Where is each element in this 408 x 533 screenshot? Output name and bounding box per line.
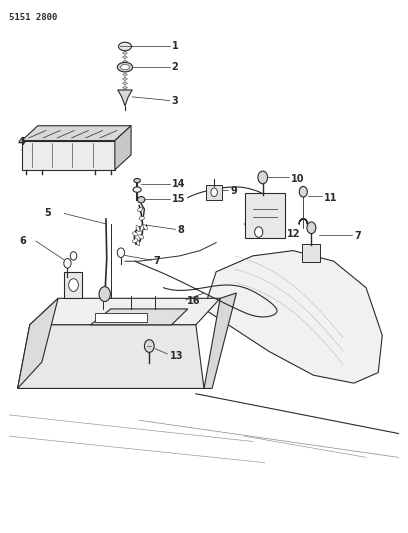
Circle shape (307, 222, 316, 233)
Text: 5: 5 (44, 208, 51, 219)
Ellipse shape (120, 64, 129, 70)
Polygon shape (122, 69, 127, 72)
Circle shape (69, 279, 78, 292)
Polygon shape (122, 64, 127, 68)
Circle shape (64, 259, 71, 268)
Polygon shape (18, 325, 204, 389)
Text: 5151 2800: 5151 2800 (9, 13, 58, 22)
Ellipse shape (134, 179, 140, 183)
Circle shape (255, 227, 263, 237)
Ellipse shape (133, 232, 137, 236)
Polygon shape (95, 313, 147, 321)
Ellipse shape (136, 239, 140, 246)
Circle shape (211, 188, 217, 197)
Ellipse shape (133, 239, 137, 243)
Circle shape (70, 252, 77, 260)
Text: 16: 16 (187, 296, 200, 306)
Polygon shape (30, 298, 220, 325)
Text: 14: 14 (172, 179, 185, 189)
FancyBboxPatch shape (302, 244, 320, 262)
Ellipse shape (137, 197, 145, 203)
Circle shape (117, 248, 124, 257)
Polygon shape (122, 73, 127, 76)
Text: 7: 7 (153, 256, 160, 266)
Ellipse shape (133, 187, 141, 192)
Ellipse shape (136, 225, 140, 232)
Ellipse shape (137, 207, 143, 212)
Text: 7: 7 (354, 231, 361, 241)
FancyBboxPatch shape (206, 185, 222, 200)
Polygon shape (18, 298, 58, 389)
Ellipse shape (117, 62, 133, 72)
Text: 8: 8 (177, 225, 184, 236)
Polygon shape (122, 77, 127, 80)
Text: 3: 3 (172, 95, 178, 106)
Polygon shape (204, 251, 382, 383)
Text: 12: 12 (287, 229, 301, 239)
Ellipse shape (140, 225, 144, 231)
Polygon shape (122, 82, 127, 85)
Polygon shape (204, 293, 236, 389)
Text: 4: 4 (18, 137, 25, 147)
Text: 1: 1 (172, 42, 178, 52)
Polygon shape (122, 60, 127, 63)
Polygon shape (122, 90, 127, 94)
Polygon shape (122, 51, 127, 54)
Text: 11: 11 (324, 192, 337, 203)
Text: 15: 15 (172, 193, 185, 204)
Ellipse shape (139, 216, 144, 220)
Ellipse shape (140, 226, 145, 230)
Polygon shape (115, 126, 131, 169)
Polygon shape (91, 309, 188, 325)
Text: 6: 6 (20, 236, 27, 246)
Ellipse shape (139, 235, 144, 239)
Circle shape (144, 340, 154, 352)
Circle shape (99, 287, 111, 302)
Circle shape (258, 171, 268, 184)
Ellipse shape (143, 225, 148, 230)
Circle shape (299, 187, 307, 197)
Polygon shape (22, 141, 115, 169)
Text: 9: 9 (231, 185, 237, 196)
Polygon shape (122, 86, 127, 90)
Text: 13: 13 (170, 351, 183, 361)
Polygon shape (64, 272, 82, 298)
Polygon shape (122, 55, 127, 59)
Polygon shape (244, 193, 285, 238)
Ellipse shape (118, 42, 131, 51)
Text: 10: 10 (291, 174, 305, 184)
Polygon shape (22, 126, 131, 141)
Text: 2: 2 (172, 62, 178, 72)
Polygon shape (118, 90, 132, 106)
